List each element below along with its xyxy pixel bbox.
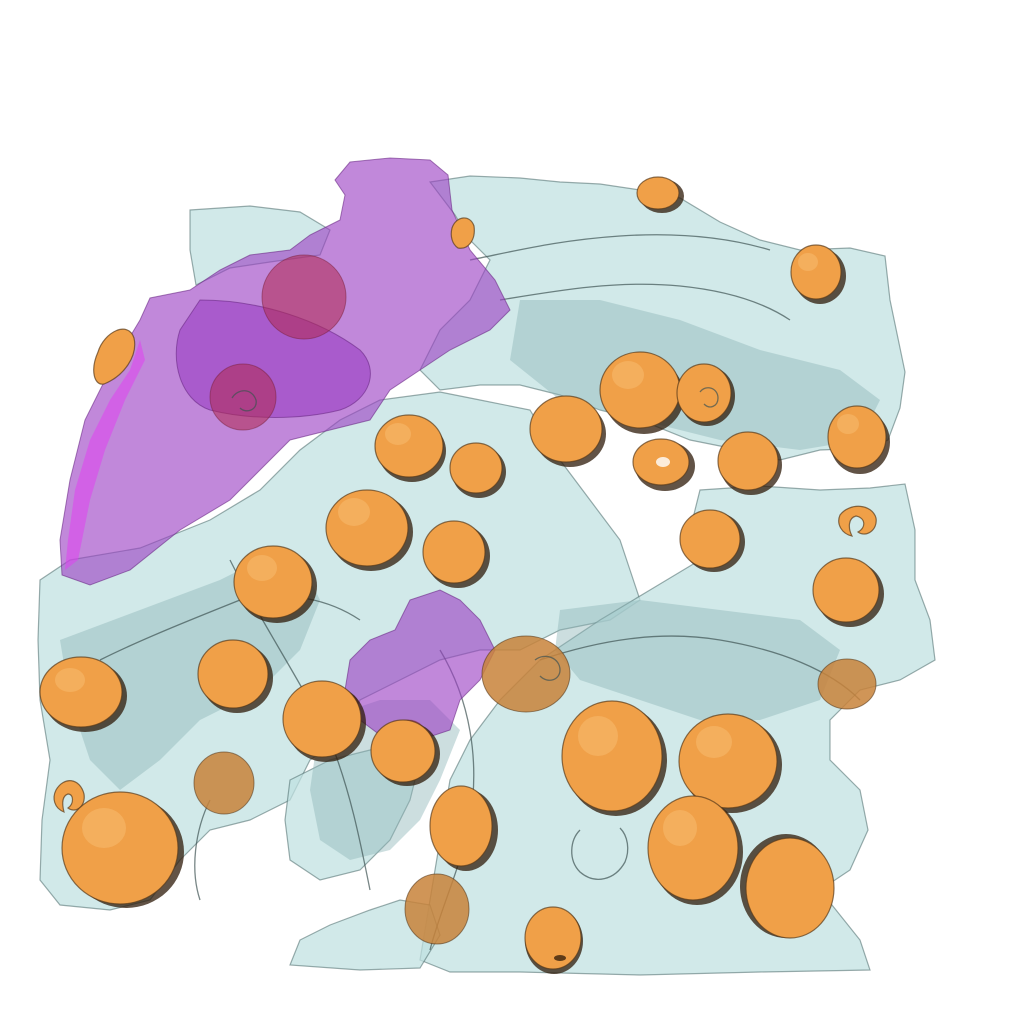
granule-fragment	[838, 505, 877, 537]
granule	[636, 176, 684, 213]
granule-ring	[632, 438, 695, 491]
granule	[61, 791, 184, 908]
granule	[481, 635, 571, 713]
granule-fold	[534, 655, 561, 681]
granule	[422, 520, 490, 588]
red-inclusion	[209, 363, 277, 431]
granule-fragment	[93, 328, 136, 385]
granule	[812, 557, 884, 627]
granule-fragment	[53, 780, 85, 813]
granule	[449, 442, 506, 498]
granule	[529, 395, 606, 467]
granule	[599, 351, 684, 434]
granule	[717, 431, 782, 495]
organelle-highlight	[65, 340, 145, 570]
membrane-fold	[571, 827, 629, 880]
membrane-overlap-right	[555, 600, 840, 720]
membrane-fold	[499, 283, 791, 321]
granule	[827, 405, 890, 474]
granule	[676, 363, 735, 426]
granule	[561, 700, 667, 816]
membrane-overlap-left	[60, 560, 320, 790]
granule	[374, 414, 446, 482]
granule	[197, 639, 273, 713]
granule	[817, 658, 877, 710]
granule	[325, 489, 413, 571]
red-inclusion	[261, 254, 347, 340]
granule	[370, 719, 440, 786]
granule	[679, 509, 745, 572]
granule	[193, 751, 255, 815]
membrane-fold	[194, 799, 211, 901]
granule-fold	[699, 387, 719, 408]
granule	[39, 656, 127, 732]
red-inclusion-fold	[231, 390, 257, 412]
granule	[404, 873, 470, 945]
granule-fragment	[450, 217, 475, 249]
orange-granules	[39, 176, 890, 974]
granule	[740, 834, 835, 939]
purple-organelle	[59, 157, 511, 761]
granule	[233, 545, 317, 623]
granule	[790, 244, 846, 304]
granule	[524, 906, 583, 974]
granule	[282, 680, 366, 762]
membrane-fold	[469, 234, 771, 261]
granule	[647, 795, 743, 905]
granule	[678, 713, 782, 813]
granule	[429, 785, 498, 871]
organelle-lower-blob	[344, 589, 496, 741]
